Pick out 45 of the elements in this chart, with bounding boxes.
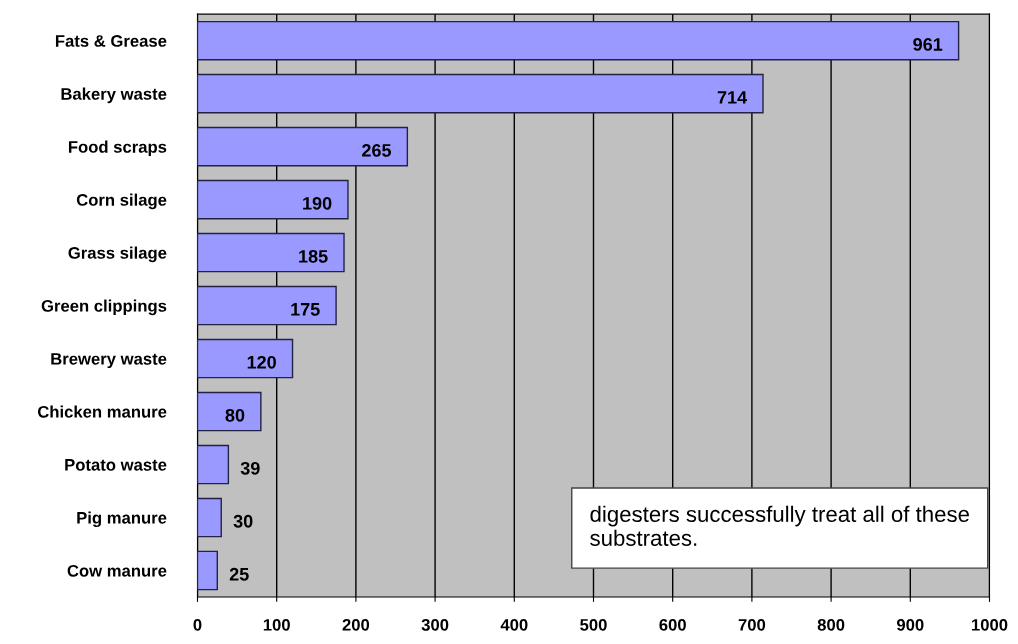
- y-tick-label: Bakery waste: [61, 87, 167, 104]
- data-label: 265: [362, 143, 392, 157]
- data-label: 961: [913, 38, 943, 51]
- x-tick-label: 500: [580, 618, 607, 631]
- y-tick-label: Green clippings: [41, 299, 167, 316]
- y-tick-label: Cow manure: [67, 564, 167, 577]
- data-label: 120: [247, 355, 276, 369]
- bar: [197, 550, 218, 591]
- y-tick-label: Food scraps: [68, 140, 167, 157]
- x-tick-label: 0: [193, 618, 202, 631]
- x-tick-label: 600: [659, 618, 686, 631]
- bar: [197, 338, 294, 379]
- y-tick-label: Brewery waste: [51, 353, 167, 369]
- data-label: 190: [303, 196, 332, 210]
- data-label: 30: [233, 514, 253, 528]
- data-label: 175: [291, 303, 320, 316]
- data-label: 39: [240, 461, 260, 475]
- bar: [197, 126, 409, 167]
- bar: [197, 497, 222, 538]
- bar: [197, 73, 764, 114]
- x-tick-label: 800: [817, 618, 845, 631]
- bar: [197, 391, 262, 432]
- annotation: digesters successfully treat all of these substrates.: [590, 505, 969, 546]
- y-tick-label: Pig manure: [77, 511, 167, 528]
- x-tick-label: 400: [500, 618, 528, 631]
- data-label: 185: [299, 249, 328, 263]
- x-tick-label: 100: [263, 618, 290, 631]
- bar: [197, 20, 960, 61]
- y-tick-label: Fats & Grease: [55, 35, 167, 47]
- y-tick-label: Potato waste: [65, 459, 167, 471]
- bar: [197, 285, 337, 326]
- data-label: 80: [225, 408, 245, 422]
- x-tick-label: 300: [421, 618, 449, 631]
- data-label: 25: [229, 567, 249, 581]
- bar: [197, 232, 345, 273]
- x-tick-label: 700: [738, 618, 766, 631]
- y-tick-label: Corn silage: [76, 193, 167, 210]
- y-tick-label: Chicken manure: [37, 405, 167, 418]
- y-tick-label: Grass silage: [68, 246, 167, 263]
- data-label: 714: [717, 91, 748, 104]
- x-tick-label: 900: [896, 618, 924, 631]
- x-tick-label: 1000: [972, 618, 1008, 631]
- x-tick-label: 200: [342, 618, 370, 631]
- bar: [197, 444, 230, 485]
- bar: [197, 179, 349, 220]
